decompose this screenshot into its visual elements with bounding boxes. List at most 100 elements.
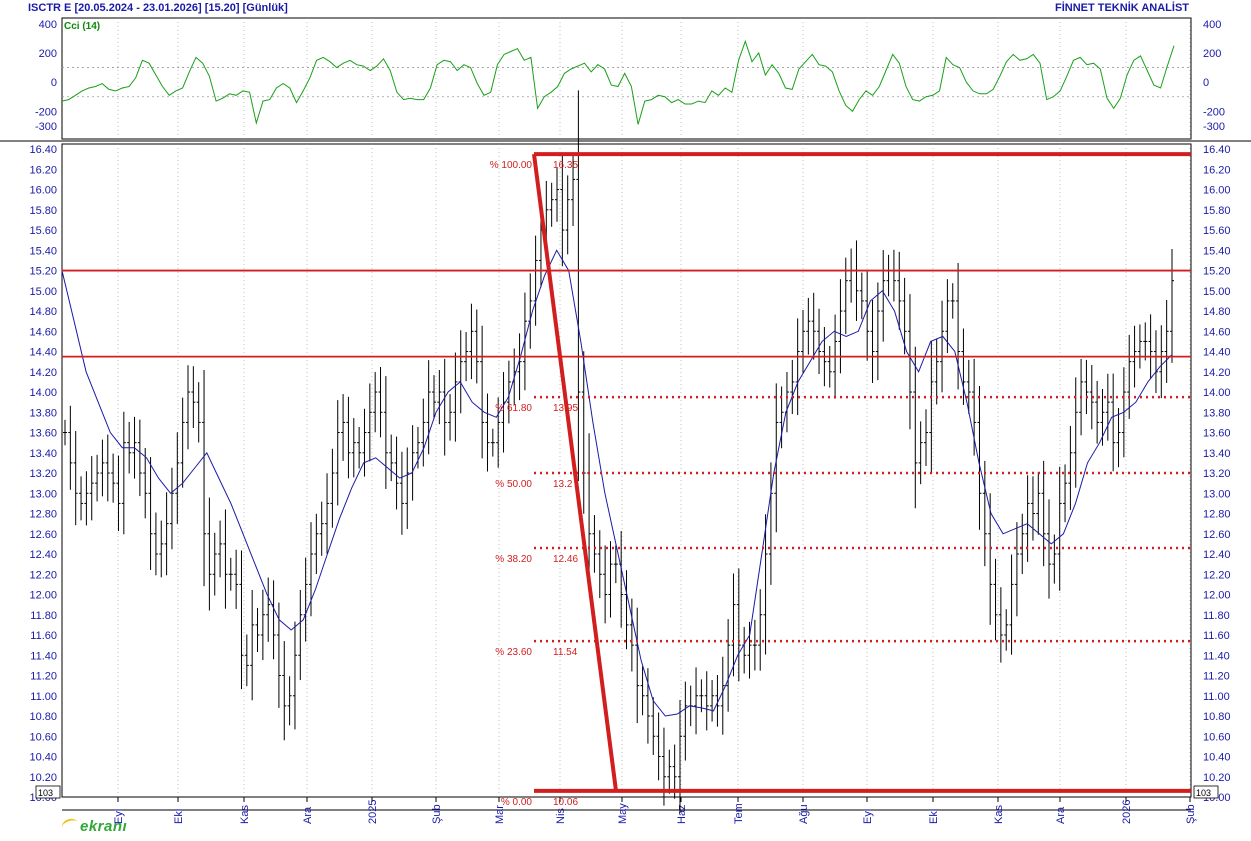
ohlc-bar (239, 550, 244, 690)
ohlc-bar (458, 330, 463, 414)
ohlc-bar (367, 383, 372, 462)
ohlc-bar (854, 240, 859, 321)
price-y-tick-right: 15.00 (1203, 286, 1231, 298)
ohlc-bar (137, 419, 142, 497)
ohlc-bar (592, 515, 597, 573)
ohlc-bar (202, 370, 207, 587)
ohlc-bar (1148, 314, 1153, 379)
ohlc-bar (111, 453, 116, 503)
ohlc-bar (667, 749, 672, 794)
ohlc-bar (731, 573, 736, 677)
fib-percent-label: % 0.00 (501, 797, 533, 808)
ohlc-bar (640, 666, 645, 716)
ohlc-bar (603, 545, 608, 624)
ohlc-bar (319, 501, 324, 556)
price-y-tick-right: 14.00 (1203, 387, 1231, 399)
ohlc-bar (207, 497, 212, 611)
price-y-tick-left: 13.80 (29, 407, 57, 419)
ohlc-bar (827, 345, 832, 388)
fib-percent-label: % 61.80 (495, 403, 532, 414)
x-tick-label: May (617, 803, 629, 824)
ohlc-bar (490, 428, 495, 457)
ohlc-bar (89, 456, 94, 521)
price-y-tick-left: 16.40 (29, 144, 57, 156)
price-y-tick-right: 11.40 (1203, 650, 1230, 662)
ohlc-bar (1041, 460, 1046, 567)
ohlc-bar (314, 513, 319, 575)
price-y-tick-left: 15.80 (29, 205, 57, 217)
ohlc-bar (571, 153, 576, 227)
price-y-tick-left: 14.60 (29, 326, 57, 338)
ohlc-bar (806, 297, 811, 355)
ohlc-bar (1089, 364, 1094, 430)
ohlc-bar (196, 382, 201, 443)
price-y-tick-right: 16.40 (1203, 144, 1231, 156)
ohlc-bar (1020, 513, 1025, 575)
ohlc-bar (260, 589, 265, 661)
ohlc-bar (218, 520, 223, 578)
ohlc-bar (292, 621, 297, 730)
cci-y-tick-left: -300 (35, 121, 57, 133)
price-y-tick-left: 15.40 (29, 245, 57, 257)
cci-y-tick-right: -200 (1203, 106, 1225, 118)
price-y-tick-right: 15.40 (1203, 245, 1231, 257)
price-y-tick-right: 14.60 (1203, 326, 1231, 338)
ohlc-bar (346, 396, 351, 479)
x-tick-label: Tem (733, 803, 745, 824)
ohlc-bar (341, 394, 346, 461)
price-y-tick-right: 12.80 (1203, 509, 1231, 521)
ohlc-bar (399, 451, 404, 535)
ohlc-bar (720, 656, 725, 735)
price-y-tick-left: 12.40 (29, 549, 57, 561)
ohlc-bar (1052, 534, 1057, 584)
ohlc-bar (362, 408, 367, 477)
ohlc-bar (63, 419, 67, 446)
axis-unit-badge-frame (35, 785, 61, 799)
ohlc-bar (790, 359, 795, 415)
ohlc-bar (961, 328, 966, 405)
fib-value-label: 12.46 (553, 554, 578, 565)
price-y-tick-right: 11.00 (1203, 691, 1230, 703)
price-y-tick-right: 11.80 (1203, 610, 1230, 622)
ohlc-bar (383, 376, 388, 489)
price-panel-frame (61, 143, 1192, 798)
price-y-tick-left: 13.20 (29, 468, 57, 480)
price-y-tick-right: 13.00 (1203, 488, 1231, 500)
ohlc-bar (1127, 334, 1132, 419)
x-tick-label: Eyl (862, 809, 874, 824)
price-y-tick-left: 12.80 (29, 509, 57, 521)
price-y-tick-left: 12.20 (29, 569, 57, 581)
ohlc-bar (1063, 464, 1068, 523)
cci-y-tick-right: -300 (1203, 121, 1225, 133)
price-y-tick-left: 10.60 (29, 731, 57, 743)
ohlc-bar (95, 454, 100, 502)
price-y-tick-right: 15.60 (1203, 225, 1231, 237)
ohlc-bar (1095, 380, 1100, 444)
axis-unit-badge: 103 (1196, 788, 1211, 798)
ohlc-bar (1073, 377, 1078, 488)
ohlc-bar (175, 432, 180, 524)
ohlc-bar (865, 271, 870, 361)
ohlc-bar (533, 235, 538, 326)
ohlc-bar (453, 352, 458, 442)
x-tick-label: Ara (302, 806, 314, 824)
ohlc-bar (68, 405, 73, 490)
cci-y-tick-left: 0 (51, 77, 57, 89)
ohlc-bar (956, 262, 961, 390)
price-y-tick-right: 14.40 (1203, 347, 1231, 359)
ohlc-bar (645, 668, 650, 744)
ohlc-bar (774, 383, 779, 533)
x-tick-label: Nis (555, 808, 567, 824)
ohlc-bar (758, 589, 763, 671)
ohlc-bar (635, 607, 640, 724)
x-tick-label: Şub (431, 804, 443, 824)
ohlc-bar (373, 372, 378, 433)
cci-y-tick-right: 200 (1203, 48, 1221, 60)
ohlc-bar (250, 589, 255, 701)
ohlc-bar (907, 294, 912, 430)
ohlc-bar (389, 434, 394, 482)
x-tick-label: 2026 (1121, 800, 1133, 824)
price-y-tick-left: 15.20 (29, 266, 57, 278)
fib-value-label: 13.95 (553, 403, 578, 414)
